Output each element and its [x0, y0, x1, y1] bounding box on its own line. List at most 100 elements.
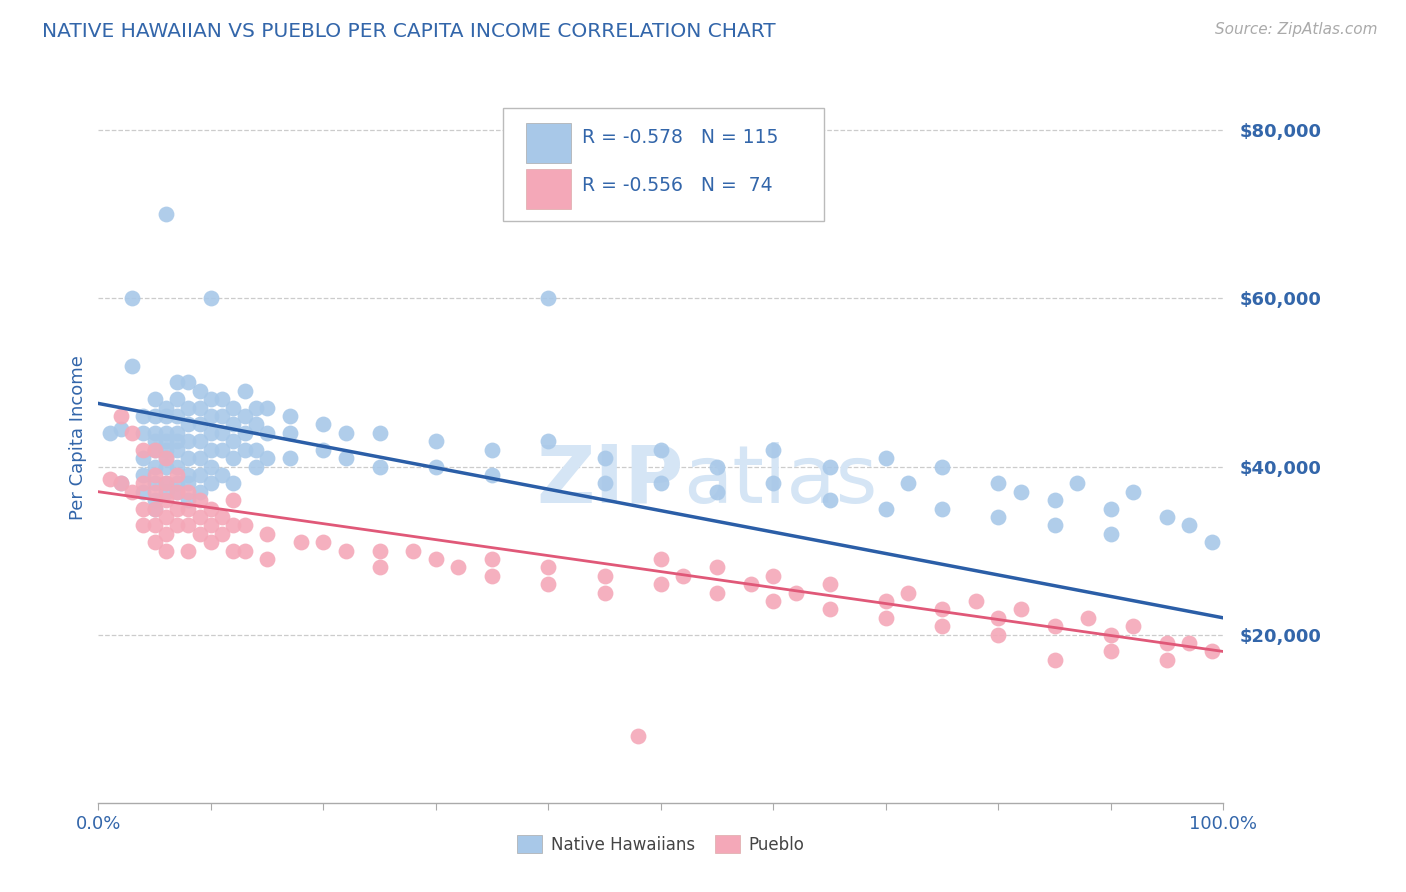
- Point: [143, 409, 166, 423]
- Point: [1156, 653, 1178, 667]
- Point: [132, 518, 155, 533]
- Point: [706, 459, 728, 474]
- Point: [818, 493, 841, 508]
- Point: [222, 417, 245, 432]
- Point: [155, 207, 177, 221]
- Point: [222, 493, 245, 508]
- Point: [166, 476, 188, 491]
- Point: [785, 585, 807, 599]
- Point: [155, 476, 177, 491]
- Point: [132, 451, 155, 466]
- Point: [368, 425, 391, 440]
- Point: [931, 501, 953, 516]
- Point: [143, 518, 166, 533]
- Point: [425, 552, 447, 566]
- Point: [166, 501, 188, 516]
- Point: [1043, 619, 1066, 633]
- Legend: Native Hawaiians, Pueblo: Native Hawaiians, Pueblo: [510, 829, 811, 860]
- Point: [166, 442, 188, 457]
- Point: [537, 291, 560, 305]
- Point: [706, 484, 728, 499]
- Point: [931, 619, 953, 633]
- Point: [188, 384, 211, 398]
- Point: [166, 484, 188, 499]
- Text: R = -0.556   N =  74: R = -0.556 N = 74: [582, 176, 773, 195]
- Point: [335, 451, 357, 466]
- Point: [1010, 602, 1032, 616]
- Point: [188, 467, 211, 482]
- Point: [481, 569, 503, 583]
- Point: [166, 409, 188, 423]
- Point: [200, 518, 222, 533]
- Point: [627, 729, 650, 743]
- Point: [818, 459, 841, 474]
- Point: [200, 476, 222, 491]
- Point: [177, 417, 200, 432]
- Point: [706, 560, 728, 574]
- Point: [1178, 518, 1201, 533]
- Point: [233, 518, 256, 533]
- Point: [155, 401, 177, 415]
- Point: [222, 518, 245, 533]
- Point: [110, 422, 132, 436]
- Point: [132, 501, 155, 516]
- Point: [166, 459, 188, 474]
- Point: [1043, 518, 1066, 533]
- Point: [931, 459, 953, 474]
- Point: [143, 425, 166, 440]
- Point: [335, 425, 357, 440]
- Point: [368, 543, 391, 558]
- Y-axis label: Per Capita Income: Per Capita Income: [69, 355, 87, 519]
- Point: [188, 451, 211, 466]
- Point: [200, 501, 222, 516]
- Point: [143, 493, 166, 508]
- Point: [875, 501, 897, 516]
- Point: [987, 611, 1010, 625]
- Point: [188, 493, 211, 508]
- Point: [245, 417, 267, 432]
- Point: [368, 459, 391, 474]
- Point: [875, 611, 897, 625]
- Text: ZIP: ZIP: [536, 442, 683, 520]
- Point: [132, 484, 155, 499]
- Point: [481, 442, 503, 457]
- Point: [233, 425, 256, 440]
- Point: [211, 392, 233, 407]
- Point: [155, 434, 177, 449]
- Point: [1201, 535, 1223, 549]
- Point: [1066, 476, 1088, 491]
- Point: [593, 451, 616, 466]
- Point: [875, 451, 897, 466]
- Point: [121, 359, 143, 373]
- Point: [222, 476, 245, 491]
- Point: [143, 501, 166, 516]
- Point: [155, 451, 177, 466]
- Point: [155, 543, 177, 558]
- Point: [177, 484, 200, 499]
- Point: [166, 518, 188, 533]
- Point: [155, 459, 177, 474]
- Point: [278, 425, 301, 440]
- Point: [222, 434, 245, 449]
- FancyBboxPatch shape: [503, 108, 824, 221]
- Point: [245, 442, 267, 457]
- Point: [132, 467, 155, 482]
- Point: [1122, 619, 1144, 633]
- Point: [593, 569, 616, 583]
- Point: [931, 602, 953, 616]
- Point: [211, 526, 233, 541]
- Point: [166, 434, 188, 449]
- Point: [98, 425, 121, 440]
- Point: [312, 535, 335, 549]
- Point: [211, 442, 233, 457]
- Point: [537, 560, 560, 574]
- Point: [1178, 636, 1201, 650]
- Point: [166, 425, 188, 440]
- Point: [166, 484, 188, 499]
- Point: [818, 577, 841, 591]
- Point: [110, 476, 132, 491]
- Point: [132, 409, 155, 423]
- Point: [1099, 644, 1122, 658]
- Point: [121, 484, 143, 499]
- Point: [188, 526, 211, 541]
